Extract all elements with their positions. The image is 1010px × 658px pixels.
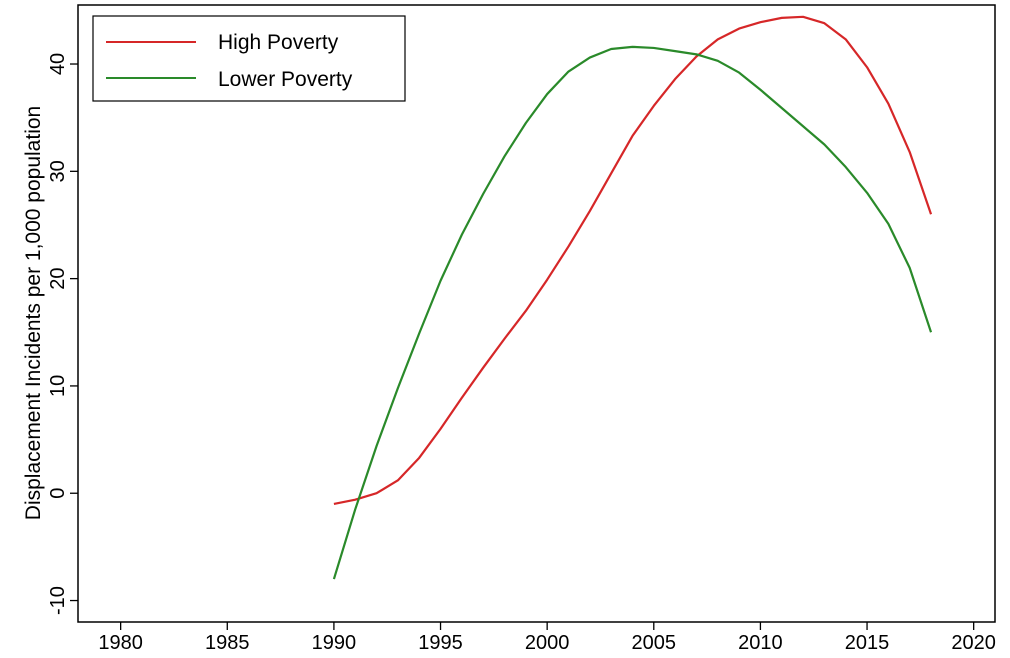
plot-frame — [77, 4, 996, 623]
series-lines — [332, 15, 933, 580]
x-axis: 1980 1985 1990 1995 2000 2005 2010 2015 2020 — [98, 622, 996, 654]
x-tick-label: 2020 — [951, 632, 996, 654]
y-tick-label: 10 — [47, 375, 69, 397]
x-tick-label: 2005 — [632, 632, 677, 654]
series-line-lower-poverty — [332, 45, 933, 580]
legend-label-lower-poverty: Lower Poverty — [218, 68, 353, 91]
series-line-high-poverty — [333, 15, 933, 506]
x-tick-label: 1990 — [312, 632, 357, 654]
y-tick-label: 20 — [47, 268, 69, 290]
x-tick-label: 2015 — [845, 632, 890, 654]
x-tick-label: 1995 — [418, 632, 463, 654]
y-tick-label: 40 — [47, 53, 69, 75]
y-axis-title: Displacement Incidents per 1,000 populat… — [22, 106, 45, 520]
x-tick-label: 1980 — [98, 632, 143, 654]
legend-box — [92, 15, 406, 102]
legend-label-high-poverty: High Poverty — [218, 31, 339, 54]
y-tick-label: -10 — [47, 586, 69, 615]
legend: High Poverty Lower Poverty — [92, 15, 406, 102]
x-tick-label: 1985 — [205, 632, 250, 654]
y-tick-label: 30 — [47, 160, 69, 182]
y-axis: -10 0 10 20 30 40 — [47, 53, 78, 615]
x-tick-label: 2000 — [525, 632, 570, 654]
x-tick-label: 2010 — [738, 632, 783, 654]
y-tick-label: 0 — [47, 488, 69, 499]
